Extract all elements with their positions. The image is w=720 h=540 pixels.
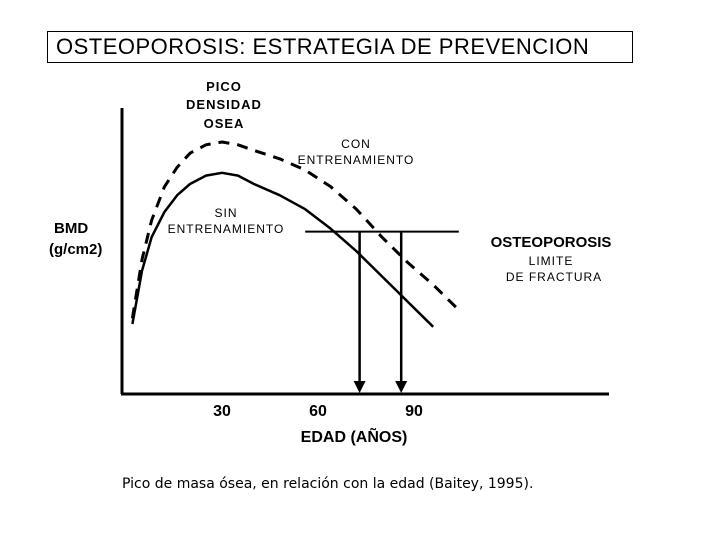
arrow-head-2 [395, 381, 408, 393]
x-tick-label-60: 60 [309, 403, 327, 420]
sin-label-line-1: SIN [214, 206, 237, 220]
peak-label-line-1: PICO [206, 79, 242, 94]
figure-caption: Pico de masa ósea, en relación con la ed… [122, 476, 534, 492]
peak-label-line-3: OSEA [204, 116, 245, 131]
threshold-sublabel-line-1: LIMITE [529, 254, 574, 268]
threshold-label: OSTEOPOROSIS [491, 234, 612, 251]
x-tick-label-90: 90 [405, 403, 423, 420]
x-axis-label: EDAD (AÑOS) [301, 426, 408, 446]
x-tick-label-30: 30 [213, 403, 231, 420]
con-label-line-1: CON [341, 137, 371, 151]
y-axis-label-line-2: (g/cm2) [49, 241, 102, 258]
chart-title: OSTEOPOROSIS: ESTRATEGIA DE PREVENCION [47, 31, 633, 63]
peak-label-line-2: DENSIDAD [186, 97, 262, 112]
sin-label-line-2: ENTRENAMIENTO [168, 222, 285, 236]
series-line-con-entrenamiento [130, 140, 460, 319]
y-axis-label-line-1: BMD [54, 220, 88, 237]
arrow-head-1 [353, 381, 366, 393]
threshold-sublabel-line-2: DE FRACTURA [506, 270, 602, 284]
series-line-sin-entrenamiento [131, 171, 435, 328]
con-label-line-2: ENTRENAMIENTO [298, 153, 415, 167]
